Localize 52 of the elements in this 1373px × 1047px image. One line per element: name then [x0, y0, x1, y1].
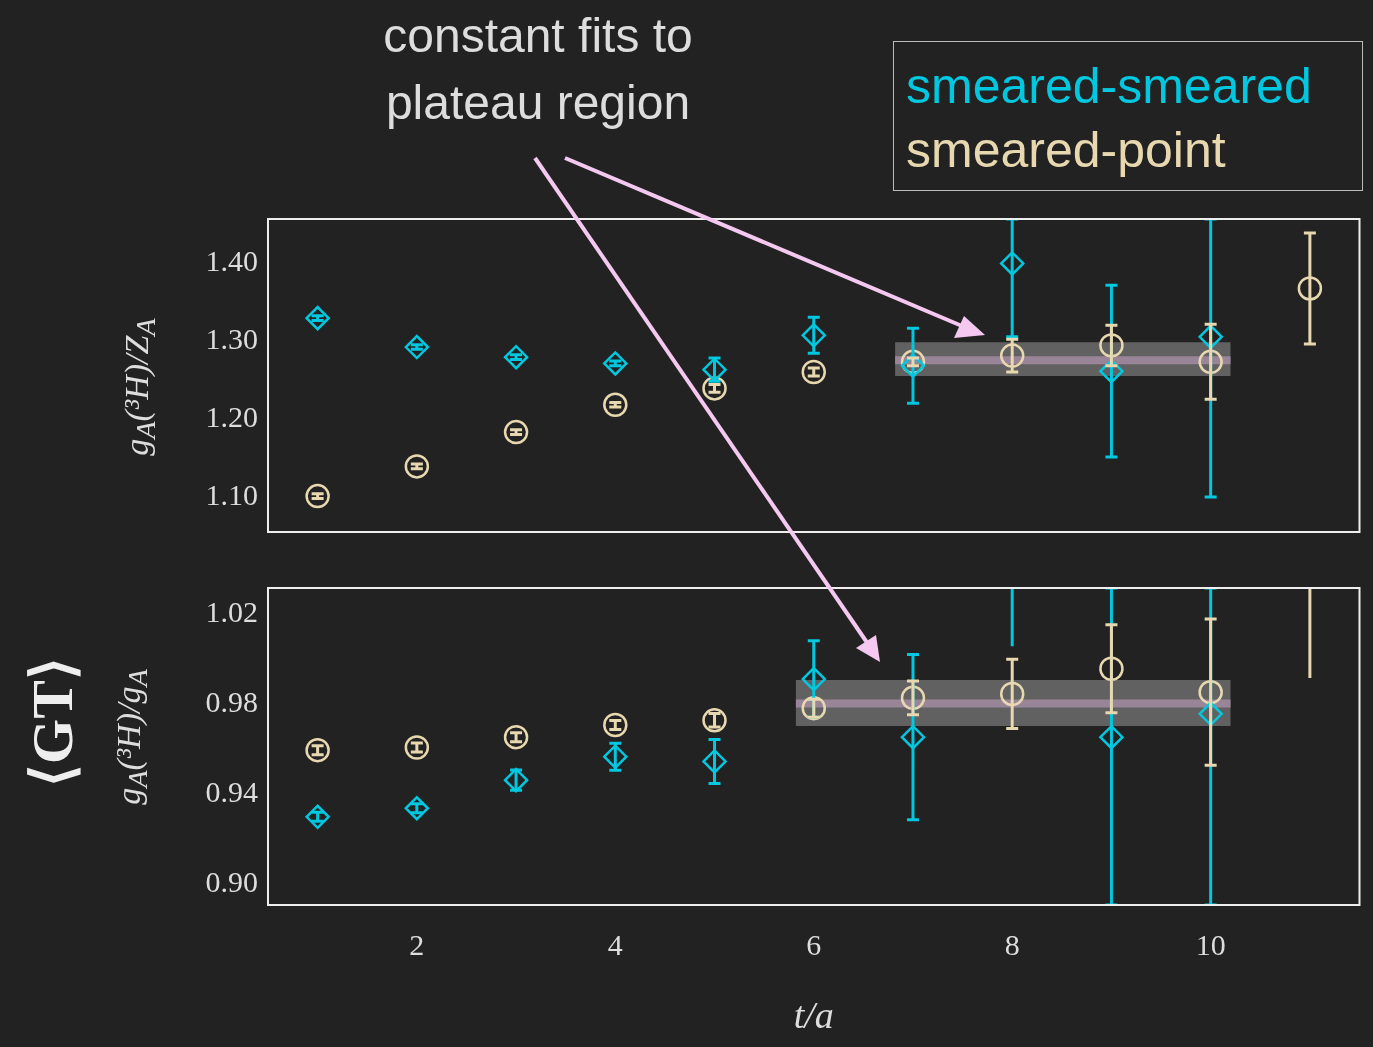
point: [702, 357, 727, 382]
x-tick-label: 10: [1195, 927, 1226, 961]
point: [702, 708, 727, 733]
point: [404, 454, 430, 479]
text: constant fits to plateau region: [382, 8, 694, 131]
text: smeared-smeared: [906, 57, 1313, 116]
y-tick-label: 0.98: [205, 685, 258, 719]
point: [305, 737, 330, 763]
point: [801, 695, 826, 721]
point: [305, 804, 330, 830]
point: [999, 343, 1025, 368]
point: [603, 744, 628, 769]
point: [900, 685, 926, 711]
y-tick-label: 1.30: [205, 321, 258, 355]
point: [1099, 656, 1124, 682]
text: ⟨GT⟩: [19, 657, 86, 787]
point: [404, 334, 430, 360]
point: [999, 681, 1025, 707]
x-tick-label: 6: [806, 927, 822, 961]
y-tick-label: 1.40: [205, 243, 258, 277]
point: [1099, 724, 1124, 750]
point: [305, 305, 330, 331]
y-tick-label: 1.20: [205, 399, 258, 433]
point: [1198, 679, 1223, 705]
point: [603, 392, 628, 418]
x-tick-label: 2: [409, 927, 425, 961]
point: [603, 712, 628, 738]
y-tick-label: 1.02: [205, 595, 258, 629]
x-tick-label: 8: [1004, 927, 1020, 961]
point: [1297, 276, 1323, 301]
point: [801, 323, 826, 348]
point: [801, 666, 826, 692]
point: [702, 376, 727, 401]
point: [503, 419, 529, 445]
point: [305, 483, 330, 509]
point: [503, 724, 529, 750]
text: smeared-point: [906, 121, 1227, 180]
x-axis-title: t/a: [793, 994, 834, 1037]
x-tick-label: 4: [607, 927, 623, 961]
point: [1198, 349, 1223, 375]
point: [702, 749, 727, 774]
y-tick-label: 0.94: [205, 775, 258, 809]
point: [1099, 333, 1124, 358]
point: [801, 359, 826, 385]
y-tick-label: 1.10: [205, 477, 258, 511]
point: [404, 735, 430, 760]
point: [900, 724, 926, 750]
point: [999, 251, 1025, 276]
point: [404, 796, 430, 821]
point: [503, 344, 529, 370]
point: [603, 351, 628, 376]
y-tick-label: 0.90: [205, 865, 258, 899]
